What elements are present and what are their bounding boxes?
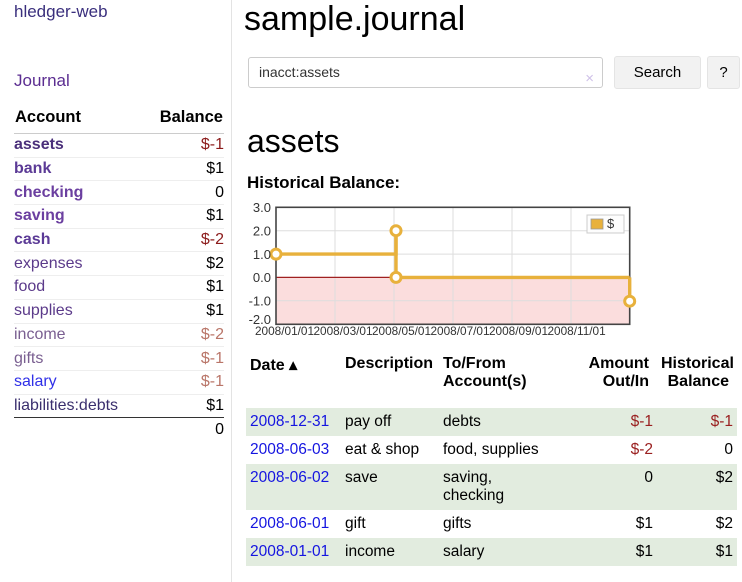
svg-text:2008/11/01: 2008/11/01 bbox=[548, 324, 606, 338]
svg-text:2008/01/01: 2008/01/01 bbox=[255, 324, 314, 338]
svg-text:$: $ bbox=[607, 216, 615, 231]
svg-text:1.0: 1.0 bbox=[253, 247, 271, 262]
svg-text:2008/05/01: 2008/05/01 bbox=[372, 324, 431, 338]
svg-text:-1.0: -1.0 bbox=[249, 294, 271, 309]
svg-text:0.0: 0.0 bbox=[253, 270, 271, 285]
svg-text:2008/03/01: 2008/03/01 bbox=[314, 324, 373, 338]
svg-text:2008/07/01: 2008/07/01 bbox=[431, 324, 490, 338]
svg-text:2.0: 2.0 bbox=[253, 224, 271, 239]
svg-text:2008/09/01: 2008/09/01 bbox=[489, 324, 548, 338]
svg-text:3.0: 3.0 bbox=[253, 203, 271, 215]
